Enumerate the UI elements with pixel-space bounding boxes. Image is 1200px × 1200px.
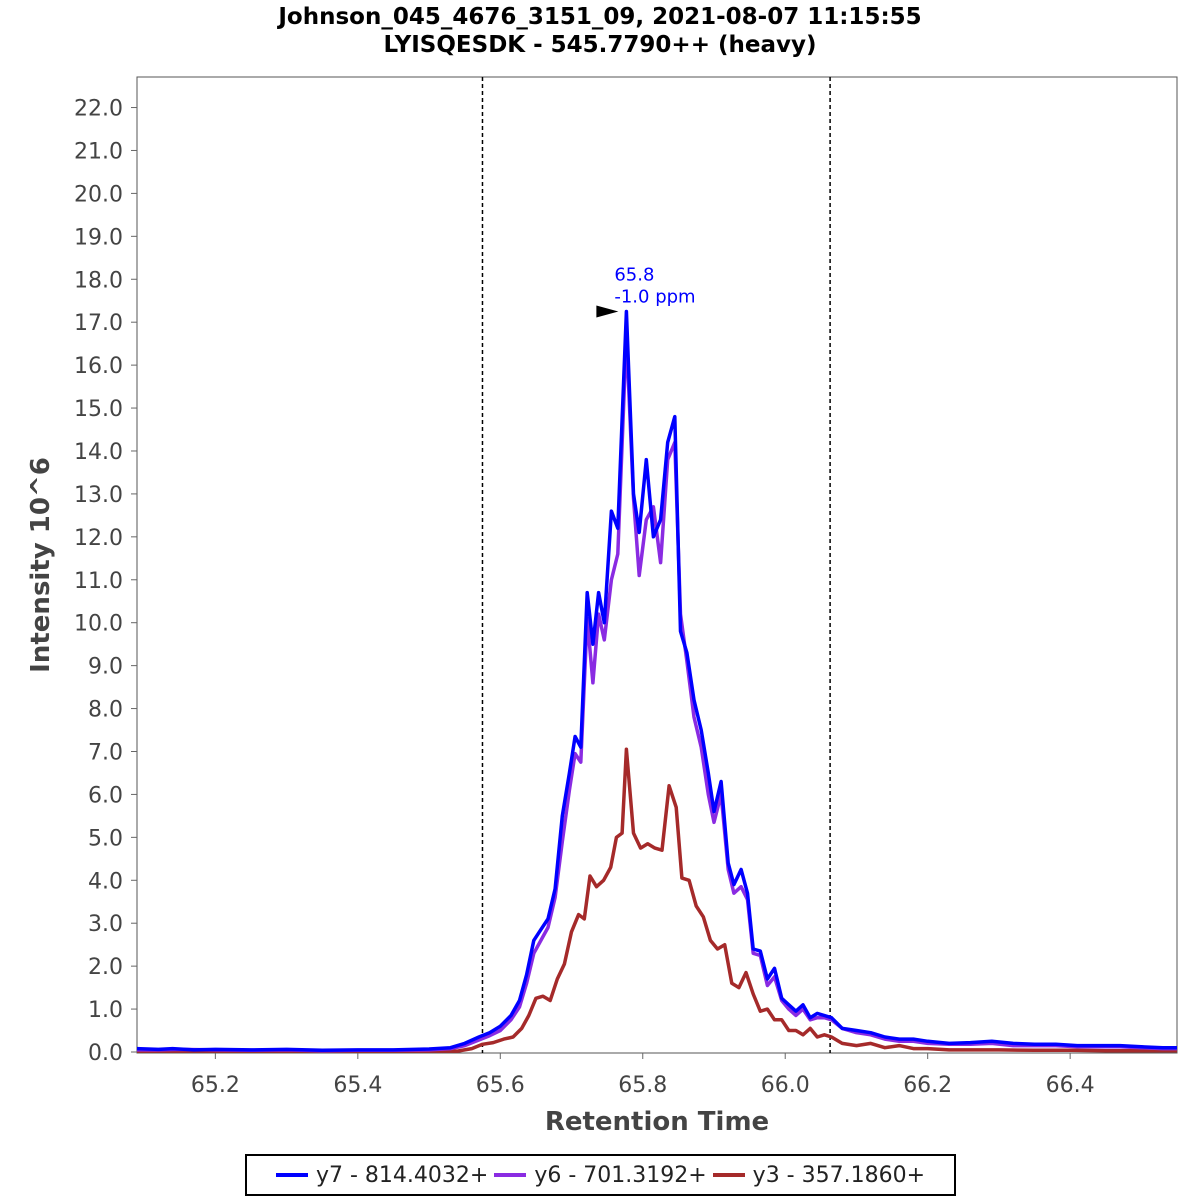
y-tick-label: 22.0: [74, 97, 123, 122]
x-axis-label: Retention Time: [545, 1107, 769, 1137]
y-tick-label: 21.0: [74, 139, 123, 164]
y-tick-label: 19.0: [74, 225, 123, 250]
y-tick-label: 18.0: [74, 268, 123, 293]
x-tick-label: 65.4: [333, 1073, 382, 1098]
y-tick-label: 8.0: [88, 698, 123, 723]
legend: y7 - 814.4032+ y6 - 701.3192+ y3 - 357.186…: [245, 1154, 956, 1196]
chart-title: Johnson_045_4676_3151_09, 2021-08-07 11:…: [278, 4, 922, 30]
y-tick-label: 16.0: [74, 354, 123, 379]
legend-item: y6 - 701.3192+: [494, 1162, 707, 1188]
y-tick-label: 4.0: [88, 869, 123, 894]
y-tick-label: 10.0: [74, 612, 123, 637]
series-line-y7: [136, 309, 1177, 1053]
legend-item: y7 - 814.4032+: [275, 1162, 489, 1188]
y-tick-label: 13.0: [74, 483, 123, 508]
legend-swatch: [275, 1173, 308, 1177]
y-tick-label: 17.0: [74, 311, 123, 336]
integration-boundaries: [481, 77, 831, 1053]
x-tick-label: 65.2: [191, 1073, 240, 1098]
y-tick-label: 6.0: [88, 783, 123, 808]
peak-annotation: 65.8 -1.0 ppm: [596, 264, 696, 318]
x-tick-label: 66.0: [761, 1073, 810, 1098]
y-axis: 0.0 1.0 2.0 3.0 4.0 5.0 6.0 7.0 8.0 9.0 10.0 11.0 12…: [74, 97, 137, 1066]
legend-label: y3 - 357.1860+: [752, 1162, 926, 1188]
y-tick-label: 5.0: [88, 826, 123, 851]
y-tick-label: 20.0: [74, 182, 123, 207]
x-tick-label: 66.2: [903, 1073, 952, 1098]
peak-arrow-icon: [596, 305, 619, 318]
y-tick-label: 0.0: [88, 1041, 123, 1066]
x-tick-label: 65.6: [476, 1073, 525, 1098]
peak-annotation-rt: 65.8: [614, 264, 654, 285]
peak-annotation-ppm: -1.0 ppm: [614, 286, 695, 307]
series-line-y3: [137, 747, 1177, 1053]
legend-swatch: [712, 1173, 745, 1177]
legend-label: y7 - 814.4032+: [315, 1162, 489, 1188]
y-tick-label: 14.0: [74, 440, 123, 465]
y-axis-label: Intensity 10^6: [26, 457, 56, 673]
x-tick-label: 65.8: [618, 1073, 667, 1098]
legend-swatch: [494, 1173, 527, 1177]
chart-subtitle: LYISQESDK - 545.7790++ (heavy): [383, 32, 817, 58]
series-group: [136, 309, 1177, 1053]
y-tick-label: 1.0: [88, 998, 123, 1023]
x-axis: 65.2 65.4 65.6 65.8 66.0 66.2 66.4: [191, 1053, 1095, 1098]
x-tick-label: 66.4: [1046, 1073, 1095, 1098]
legend-item: y3 - 357.1860+: [712, 1162, 926, 1188]
y-tick-label: 15.0: [74, 397, 123, 422]
plot-frame: [136, 76, 1178, 1054]
y-tick-label: 7.0: [88, 740, 123, 765]
y-tick-label: 11.0: [74, 569, 123, 594]
y-tick-label: 3.0: [88, 912, 123, 937]
y-tick-label: 9.0: [88, 655, 123, 680]
legend-label: y6 - 701.3192+: [534, 1162, 707, 1188]
y-tick-label: 12.0: [74, 526, 123, 551]
y-tick-label: 2.0: [88, 955, 123, 980]
